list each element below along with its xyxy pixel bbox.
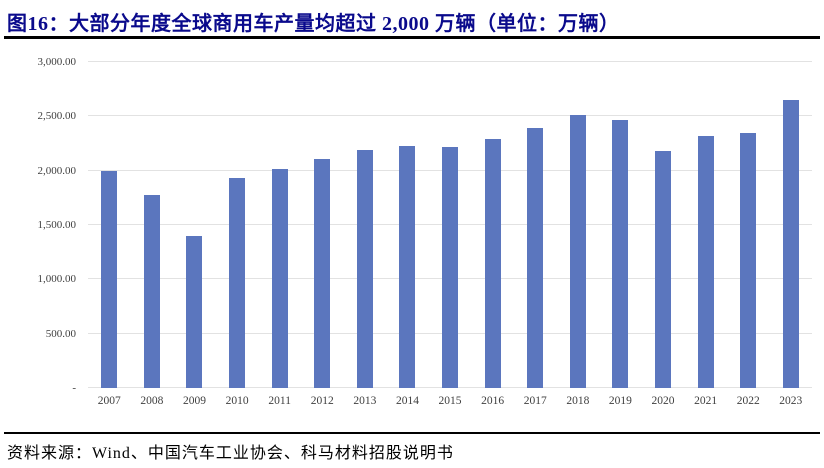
bar-slot-2008 — [131, 62, 174, 388]
y-tick-label-1000: 1,000.00 — [37, 273, 77, 286]
figure-caption: 图16：大部分年度全球商用车产量均超过 2,000 万辆（单位：万辆） — [7, 13, 620, 35]
bar-2021 — [697, 135, 714, 388]
bar-slot-2016 — [471, 62, 514, 388]
gridline-2500 — [88, 115, 812, 117]
bar-slot-2011 — [258, 62, 301, 388]
bar-2007 — [101, 170, 118, 388]
bar-2012 — [314, 159, 331, 388]
bar-chart: - 500.00 1,000.00 1,500.00 2,000.00 2,500.00 3… — [0, 55, 824, 420]
y-tick-label-2000: 2,000.00 — [37, 164, 77, 177]
x-tick-label-2017: 2017 — [523, 395, 547, 407]
y-tick-label-0: - — [72, 382, 76, 394]
x-tick-label-2020: 2020 — [651, 395, 675, 407]
x-tick-label-2009: 2009 — [182, 395, 206, 407]
bar-slot-2017 — [514, 62, 557, 388]
bar-slot-2022 — [727, 62, 770, 388]
x-axis: 2007 2008 2009 2010 2011 2012 2013 2014 2015 2016… — [88, 395, 812, 407]
x-tick-label-2007: 2007 — [97, 395, 121, 407]
x-tick-label-2015: 2015 — [438, 395, 462, 407]
bar-slot-2023 — [770, 62, 813, 388]
x-tick-label-2019: 2019 — [608, 395, 632, 407]
x-tick-label-2016: 2016 — [481, 395, 505, 407]
bar-2014 — [399, 145, 416, 388]
bar-2011 — [271, 168, 288, 388]
bar-2023 — [782, 100, 799, 388]
bar-2008 — [143, 194, 160, 388]
x-tick-label-2012: 2012 — [310, 395, 334, 407]
bar-slot-2009 — [173, 62, 216, 388]
gridline-3000 — [88, 61, 812, 62]
bars-container — [88, 62, 812, 388]
bar-slot-2014 — [386, 62, 429, 388]
bar-slot-2020 — [642, 62, 685, 388]
bar-slot-2019 — [599, 62, 642, 388]
bar-slot-2013 — [344, 62, 387, 388]
x-tick-label-2021: 2021 — [694, 395, 718, 407]
x-tick-label-2010: 2010 — [225, 395, 249, 407]
bar-2015 — [442, 147, 459, 388]
bar-2019 — [612, 119, 629, 388]
bar-2022 — [740, 132, 757, 388]
bar-2010 — [229, 177, 246, 388]
y-tick-label-3000: 3,000.00 — [37, 56, 77, 68]
y-tick-label-500: 500.00 — [45, 327, 76, 340]
source-divider — [4, 432, 820, 434]
bar-slot-2021 — [684, 62, 727, 388]
x-tick-label-2023: 2023 — [779, 395, 803, 407]
bar-2020 — [655, 150, 672, 388]
x-tick-label-2014: 2014 — [395, 395, 419, 407]
bar-slot-2012 — [301, 62, 344, 388]
plot-area — [88, 61, 812, 388]
y-tick-label-2500: 2,500.00 — [37, 110, 77, 123]
bar-2017 — [527, 128, 544, 388]
bar-2016 — [484, 139, 501, 388]
x-tick-label-2022: 2022 — [736, 395, 760, 407]
x-tick-label-2008: 2008 — [140, 395, 164, 407]
bar-slot-2007 — [88, 62, 131, 388]
x-tick-label-2018: 2018 — [566, 395, 590, 407]
x-tick-label-2011: 2011 — [268, 395, 291, 407]
x-tick-label-2013: 2013 — [353, 395, 377, 407]
bar-2013 — [356, 150, 373, 388]
bar-2009 — [186, 235, 203, 388]
bar-2018 — [569, 114, 586, 388]
y-axis: - 500.00 1,000.00 1,500.00 2,000.00 2,500.00 3… — [0, 56, 78, 394]
source-note: 资料来源：Wind、中国汽车工业协会、科马材料招股说明书 — [7, 445, 454, 462]
bar-slot-2015 — [429, 62, 472, 388]
y-tick-label-1500: 1,500.00 — [37, 219, 77, 231]
bar-slot-2010 — [216, 62, 259, 388]
bar-slot-2018 — [557, 62, 600, 388]
caption-divider — [4, 36, 820, 39]
